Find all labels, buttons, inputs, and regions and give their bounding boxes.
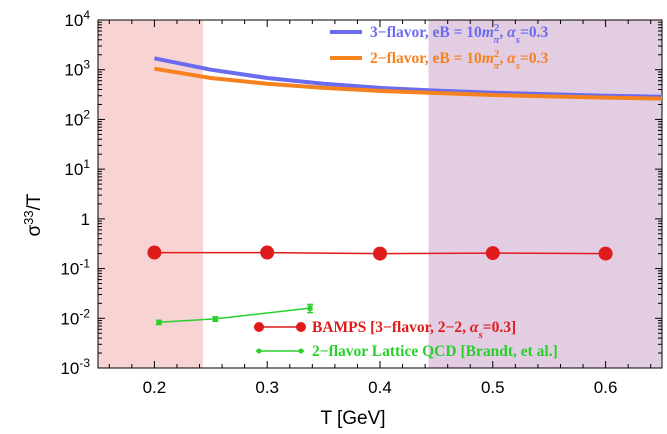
legend-text-end: =0.3 (520, 50, 548, 67)
bamps-point (485, 246, 500, 261)
y-tick-base: 10 (64, 11, 83, 30)
legend-label-bottom: 2−flavor Lattice QCD [Brandt, et al.] (312, 343, 558, 360)
y-tick-base: 10 (64, 160, 83, 179)
y-tick-exp: -2 (79, 306, 90, 320)
legend-text-sup: 2 (494, 22, 500, 34)
series-line-1 (154, 66, 663, 101)
y-label-sigma: σ (24, 225, 45, 237)
legend-label-top: 3−flavor, eB = 10m2 π, αs=0.3 (370, 22, 548, 46)
legend-marker (256, 348, 262, 354)
legend-text-main: 2−flavor, eB = 10 (370, 50, 482, 67)
legend-marker (296, 322, 306, 332)
y-tick-base: 10 (60, 359, 79, 378)
y-tick-base: 10 (60, 309, 79, 328)
y-tick-exp: 1 (83, 157, 90, 171)
x-axis-label: T [GeV] (320, 408, 385, 429)
legend: 3−flavor, eB = 10m2 π, αs=0.32−flavor, eB… (254, 22, 558, 360)
y-tick-base: 10 (64, 110, 83, 129)
y-tick-label: 1 (81, 210, 90, 229)
legend-text-alpha: α (507, 50, 516, 67)
x-tick-label: 0.6 (594, 378, 618, 397)
shaded-regions (98, 20, 662, 368)
legend-text-s: s (477, 329, 482, 341)
legend-marker (254, 322, 264, 332)
y-tick-exp: 2 (83, 107, 90, 121)
legend-text-pre: 2−flavor Lattice QCD [Brandt, et al.] (312, 343, 558, 360)
y-tick-base: 10 (60, 260, 79, 279)
y-tick-label: 102 (64, 107, 90, 129)
shaded-region-1 (428, 20, 662, 368)
legend-text-tail: , (499, 50, 507, 67)
legend-text-alpha: α (470, 319, 479, 336)
x-tick-label: 0.3 (255, 378, 279, 397)
legend-text-sub: π (493, 34, 500, 46)
legend-label-bottom: BAMPS [3−flavor, 2−2, αs=0.3] (312, 319, 516, 341)
y-axis-label: σ33/T (21, 193, 46, 236)
legend-text-tail: , (499, 24, 507, 41)
legend-text-end: =0.3 (520, 24, 548, 41)
y-tick-label: 104 (64, 8, 90, 30)
bamps-point (373, 246, 387, 261)
series-group (147, 56, 663, 326)
legend-text-s: s (515, 34, 520, 46)
legend-text-m: m (482, 50, 494, 67)
legend-text-m: m (482, 24, 494, 41)
y-label-over-t: /T (24, 193, 45, 210)
legend-text-sup: 2 (494, 48, 500, 60)
legend-text-sub: π (493, 60, 500, 72)
y-tick-exp: 3 (83, 58, 90, 72)
y-tick-exp: -1 (79, 257, 90, 271)
lattice-point (307, 305, 313, 311)
bamps-point (260, 245, 275, 260)
y-tick-label: 103 (64, 58, 90, 80)
lattice-point (156, 319, 162, 325)
legend-text-end: =0.3] (483, 319, 516, 336)
y-tick-exp: -3 (79, 356, 90, 370)
y-tick-exp: 4 (83, 8, 90, 22)
y-label-sup: 33 (21, 210, 36, 224)
bamps-point (147, 245, 162, 260)
lattice-point (212, 316, 218, 322)
legend-text-alpha: α (507, 24, 516, 41)
legend-marker (298, 348, 304, 354)
legend-text-s: s (515, 60, 520, 72)
y-tick-label: 10-3 (60, 356, 90, 378)
x-tick-label: 0.4 (368, 378, 392, 397)
bamps-point (598, 246, 613, 261)
x-tick-label: 0.5 (481, 378, 505, 397)
x-tick-label: 0.2 (143, 378, 167, 397)
y-tick-base: 10 (64, 61, 83, 80)
legend-label-top: 2−flavor, eB = 10m2 π, αs=0.3 (370, 48, 548, 72)
y-tick-label: 101 (64, 157, 90, 179)
legend-text-pre: BAMPS [3−flavor, 2−2, (312, 319, 470, 336)
shaded-region-0 (98, 20, 203, 368)
y-tick-label: 10-1 (60, 257, 90, 279)
legend-text-main: 3−flavor, eB = 10 (370, 24, 482, 41)
y-tick-label: 10-2 (60, 306, 90, 328)
